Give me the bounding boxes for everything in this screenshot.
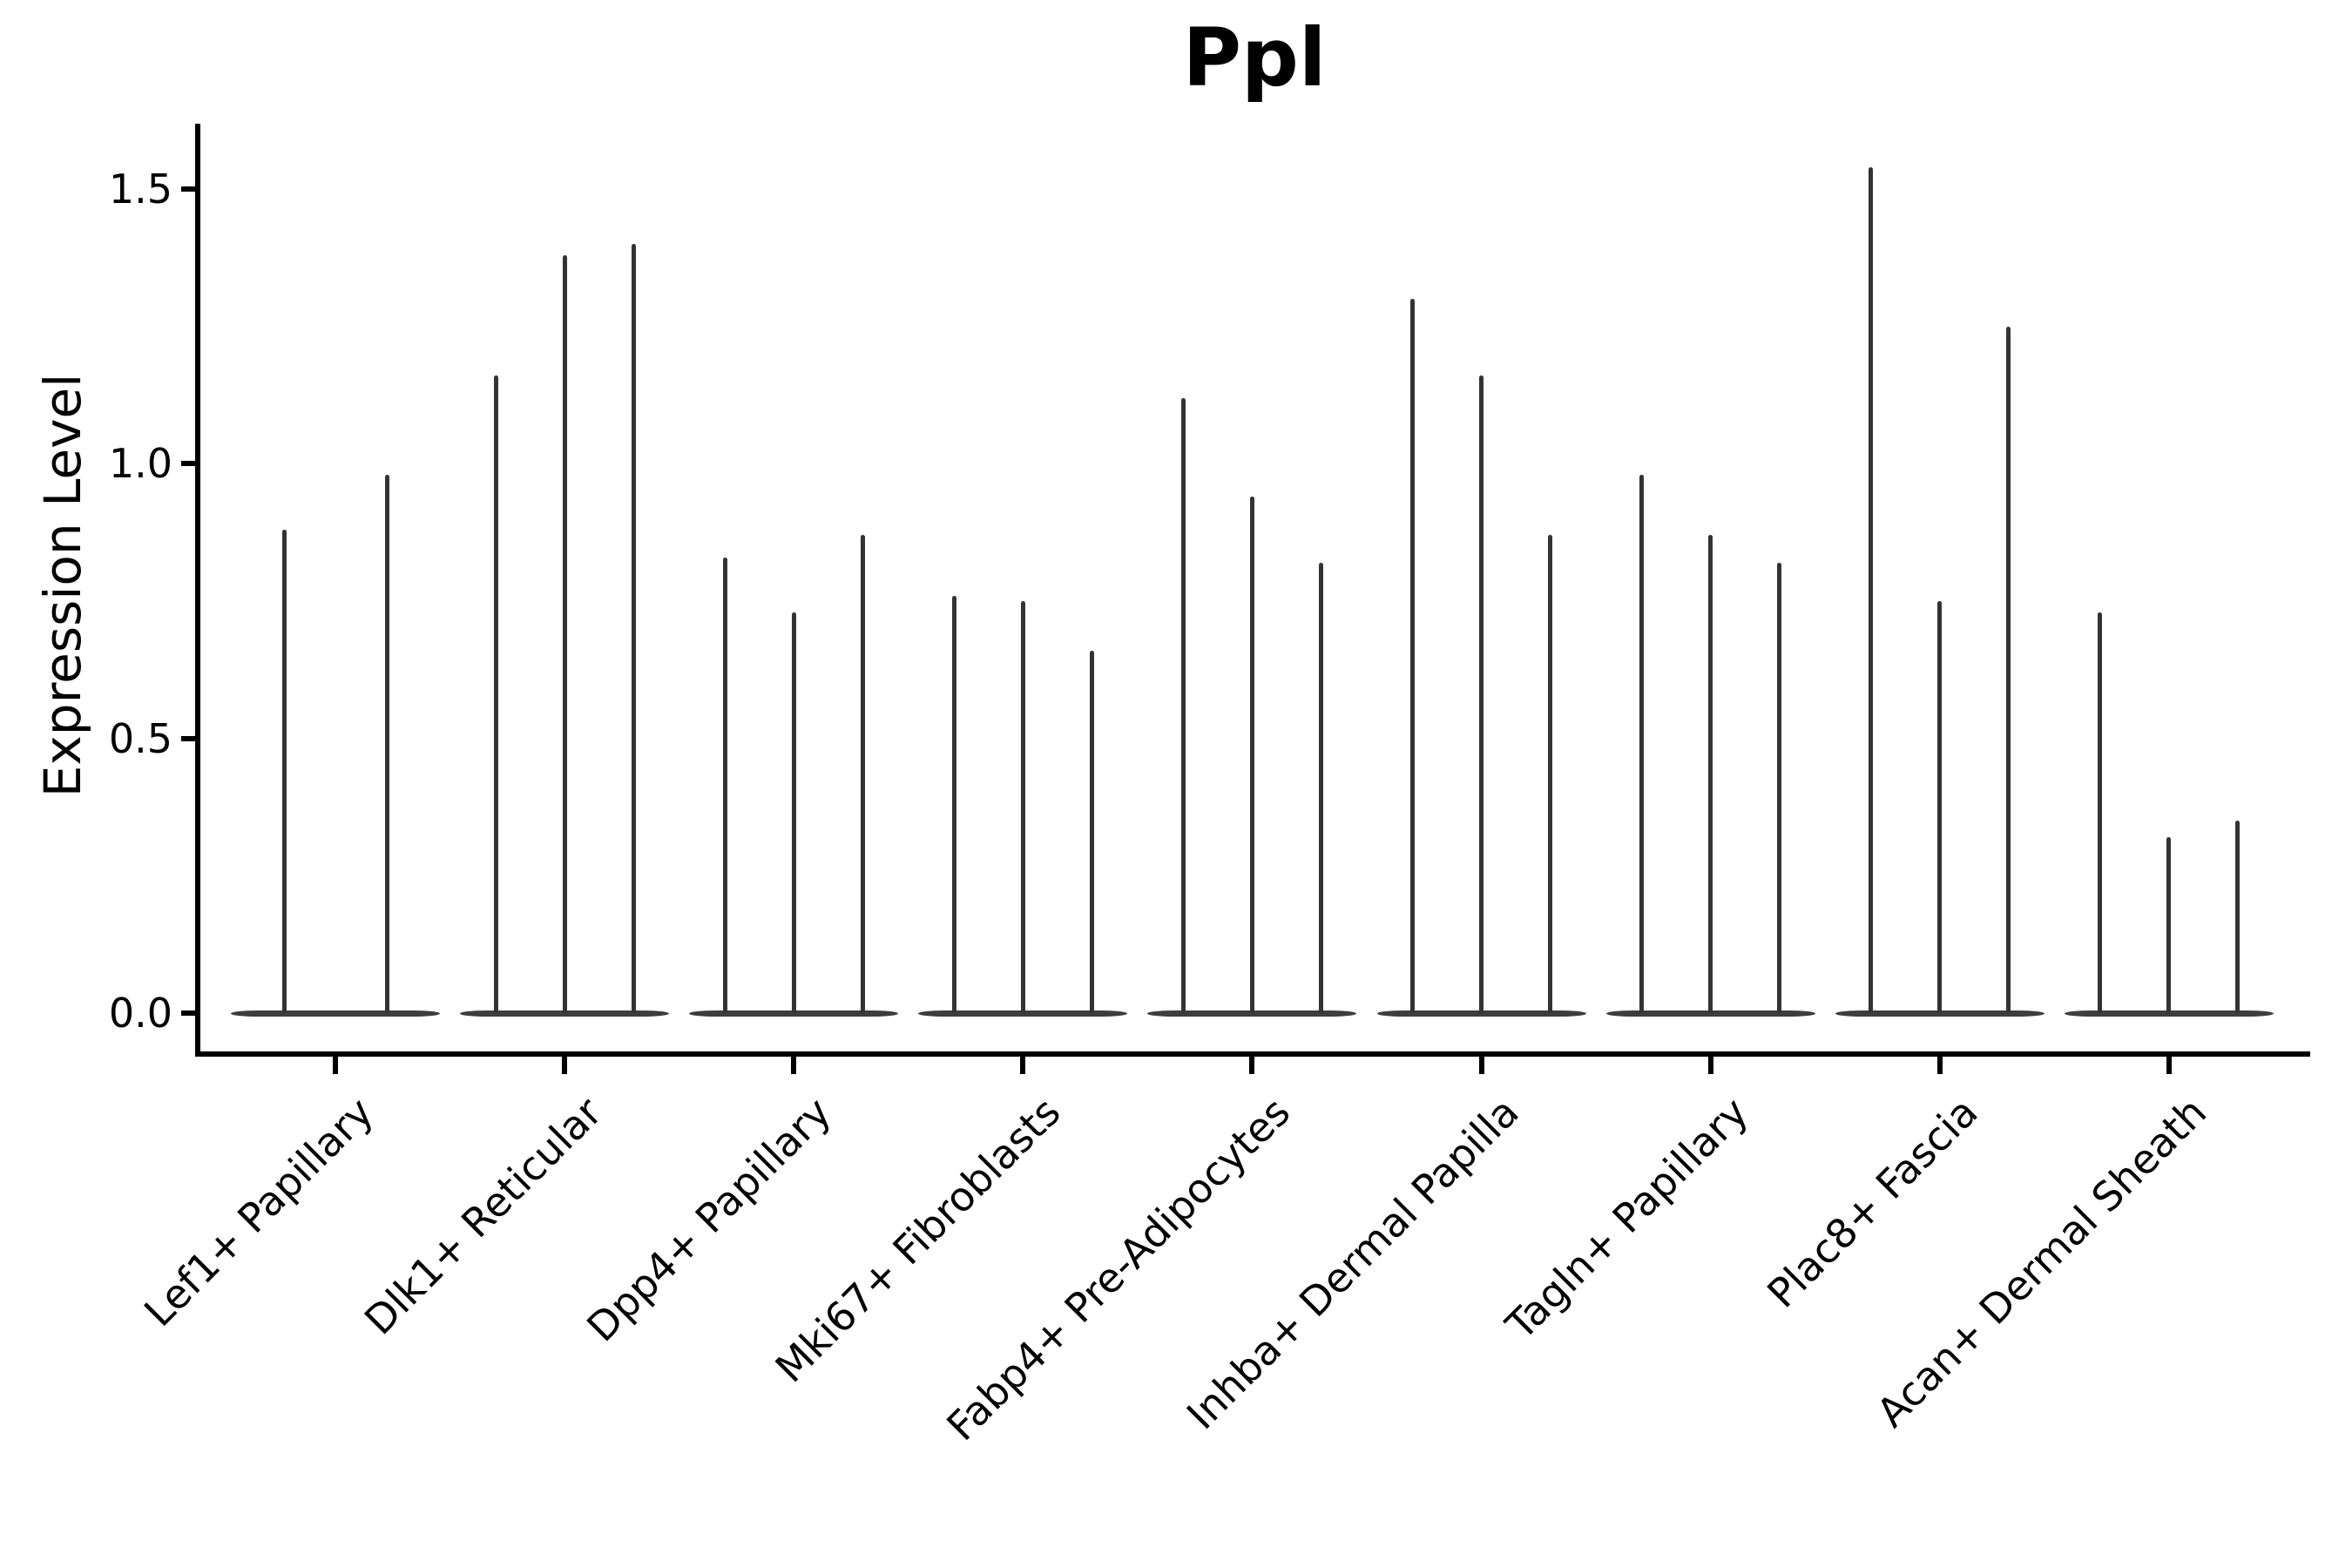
x-tick	[1020, 1057, 1026, 1074]
x-axis-spine	[195, 1051, 2310, 1057]
violin-spike	[1020, 600, 1025, 1013]
x-tick	[1249, 1057, 1255, 1074]
y-tick	[181, 1010, 195, 1016]
violin-base	[1605, 1010, 1815, 1017]
x-tick-label: Tagln+ Papillary	[1497, 1088, 1758, 1349]
y-tick	[181, 735, 195, 741]
violin-spike	[860, 535, 865, 1013]
violin-base	[460, 1010, 670, 1017]
x-tick-label: Lef1+ Papillary	[134, 1088, 382, 1336]
violin-spike	[1639, 474, 1645, 1013]
x-tick	[1707, 1057, 1713, 1074]
y-tick-label: 1.0	[108, 440, 172, 488]
y-tick	[181, 186, 195, 192]
violin-base	[1835, 1010, 2044, 1017]
violin-spike	[1089, 650, 1094, 1013]
violin-spike	[1318, 562, 1323, 1013]
violin-base	[1147, 1010, 1357, 1017]
violin-spike	[1708, 535, 1713, 1013]
violin-spike	[951, 595, 956, 1013]
violin-spike	[1249, 497, 1254, 1013]
x-tick	[2166, 1057, 2172, 1074]
violin-spike	[2166, 837, 2172, 1013]
y-tick-label: 0.0	[108, 990, 172, 1037]
plot-title: Ppl	[1182, 11, 1327, 105]
y-tick	[181, 461, 195, 467]
violin-base	[689, 1010, 899, 1017]
violin-spike	[1937, 600, 1943, 1013]
violin-spike	[1410, 299, 1415, 1013]
y-tick-label: 0.5	[108, 714, 172, 762]
x-tick	[562, 1057, 568, 1074]
y-tick-label: 1.5	[108, 165, 172, 213]
x-tick	[333, 1057, 338, 1074]
x-tick-label: Dpp4+ Papillary	[578, 1088, 841, 1351]
violin-spike	[384, 474, 389, 1013]
violin-spike	[2235, 821, 2240, 1013]
violin-base	[231, 1010, 440, 1017]
y-axis-spine	[195, 124, 200, 1057]
violin-spike	[2006, 326, 2011, 1013]
violin-spike	[1869, 166, 1874, 1013]
violin-spike	[2098, 612, 2103, 1013]
violin-spike	[722, 557, 727, 1013]
violin-spike	[791, 612, 796, 1013]
violin-base	[2064, 1010, 2274, 1017]
violin-spike	[562, 254, 567, 1013]
violin-base	[1376, 1010, 1586, 1017]
violin-spike	[631, 244, 636, 1013]
x-tick	[1478, 1057, 1484, 1074]
violin-base	[918, 1010, 1128, 1017]
violin-spike	[1548, 535, 1552, 1013]
x-tick-label: Plac8+ Fascia	[1757, 1088, 1987, 1317]
x-tick	[791, 1057, 797, 1074]
violin-spike	[493, 375, 498, 1013]
x-tick	[1936, 1057, 1943, 1074]
violin-spike	[1180, 397, 1186, 1013]
violin-spike	[1479, 375, 1484, 1013]
violin-spike	[1777, 562, 1782, 1013]
x-tick-label: Dlk1+ Reticular	[355, 1088, 612, 1344]
violin-spike	[281, 529, 287, 1013]
